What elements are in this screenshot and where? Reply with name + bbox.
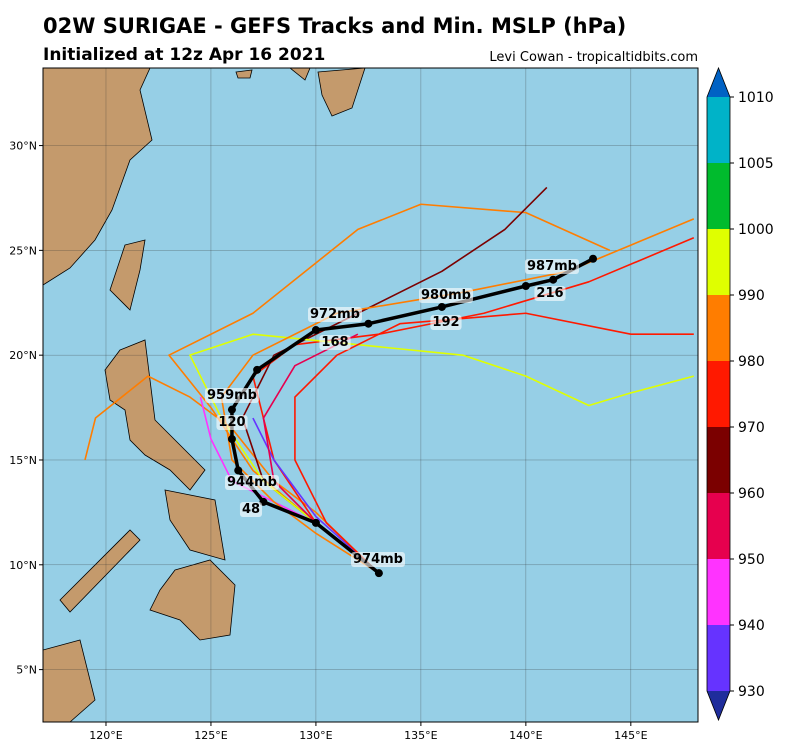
colorbar-segment (707, 163, 730, 229)
track-point (311, 518, 320, 527)
track-point (549, 275, 558, 284)
y-tick-label: 30°N (9, 140, 37, 153)
x-tick-label: 125°E (194, 729, 227, 742)
track-point (234, 466, 243, 475)
track-label-text: 987mb (527, 259, 577, 274)
track-label-text: 980mb (421, 288, 471, 303)
colorbar-label: 1005 (738, 156, 774, 172)
track-label-text: 216 (536, 286, 563, 301)
colorbar-label: 950 (738, 552, 765, 568)
colorbar-segment (707, 295, 730, 361)
track-label: 168 (319, 335, 351, 350)
track-point (227, 435, 236, 444)
colorbar-label: 990 (738, 288, 765, 304)
y-tick-label: 15°N (9, 454, 37, 467)
track-point (364, 319, 373, 328)
colorbar-segment (707, 493, 730, 559)
label-box (319, 335, 351, 350)
track-point (521, 282, 530, 290)
track-label: 974mb (351, 552, 405, 567)
track-label: 120 (216, 415, 248, 430)
y-tick-label: 25°N (9, 244, 37, 257)
colorbar-label: 980 (738, 354, 765, 370)
map-frame (42, 67, 699, 723)
y-tick-label: 10°N (9, 559, 37, 572)
track-label-text: 48 (242, 502, 260, 517)
label-box (351, 552, 405, 567)
y-tick-label: 5°N (16, 664, 37, 677)
colorbar-label: 970 (738, 420, 765, 436)
colorbar-segment (707, 361, 730, 427)
track (294, 312, 694, 574)
track (168, 203, 611, 574)
track-label: 987mb (525, 259, 579, 274)
track-point (311, 326, 320, 335)
title: 02W SURIGAE - GEFS Tracks and Min. MSLP … (43, 14, 626, 38)
label-box (534, 286, 566, 301)
colorbar-bottom (707, 691, 730, 720)
label-box (308, 307, 362, 322)
colorbar: 1010 1005 1000 990 980 970 960 950 940 930 (706, 66, 774, 722)
track-label-text: 974mb (353, 552, 403, 567)
x-tick-label: 130°E (299, 729, 332, 742)
track-label-text: 972mb (310, 307, 360, 322)
x-tick-label: 140°E (509, 729, 542, 742)
track-point (374, 569, 383, 578)
track-point (227, 405, 236, 414)
track (220, 218, 695, 574)
track-point (589, 254, 598, 263)
land (43, 68, 366, 722)
colorbar-label: 960 (738, 486, 765, 502)
track-label: 48 (239, 502, 263, 517)
label-box (216, 415, 248, 430)
track-label-text: 120 (218, 415, 245, 430)
y-tick-label: 20°N (9, 349, 37, 362)
track-label: 944mb (225, 475, 279, 490)
colorbar-segment (707, 559, 730, 625)
credit: Levi Cowan - tropicaltidbits.com (489, 50, 698, 65)
x-tick-label: 145°E (614, 729, 647, 742)
x-tick-label: 120°E (89, 729, 122, 742)
tracks (84, 186, 695, 578)
colorbar-label: 930 (738, 684, 765, 700)
subtitle: Initialized at 12z Apr 16 2021 (43, 45, 325, 65)
label-box (525, 259, 579, 274)
label-box (419, 288, 473, 303)
track-label-text: 944mb (227, 475, 277, 490)
colorbar-label: 1000 (738, 222, 774, 238)
label-box (430, 315, 462, 330)
colorbar-segment (707, 97, 730, 163)
colorbar-segment (707, 427, 730, 493)
track-point (253, 365, 262, 374)
colorbar-top (707, 68, 730, 97)
x-tick-label: 135°E (404, 729, 437, 742)
track-label: 959mb (205, 388, 259, 403)
map (43, 68, 698, 722)
track-label: 972mb (308, 307, 362, 322)
grid (43, 68, 698, 722)
colorbar-label: 1010 (738, 90, 774, 106)
label-box (205, 388, 259, 403)
colorbar-segment (707, 625, 730, 691)
track-point (437, 302, 446, 311)
label-box (239, 502, 263, 517)
track-label-text: 168 (321, 335, 348, 350)
track-label: 216 (534, 286, 566, 301)
track-label-text: 959mb (207, 388, 257, 403)
track-label: 980mb (419, 288, 473, 303)
colorbar-label: 940 (738, 618, 765, 634)
track-label: 192 (430, 315, 462, 330)
track (252, 417, 380, 574)
track-label-text: 192 (432, 315, 459, 330)
label-box (225, 475, 279, 490)
colorbar-segment (707, 229, 730, 295)
